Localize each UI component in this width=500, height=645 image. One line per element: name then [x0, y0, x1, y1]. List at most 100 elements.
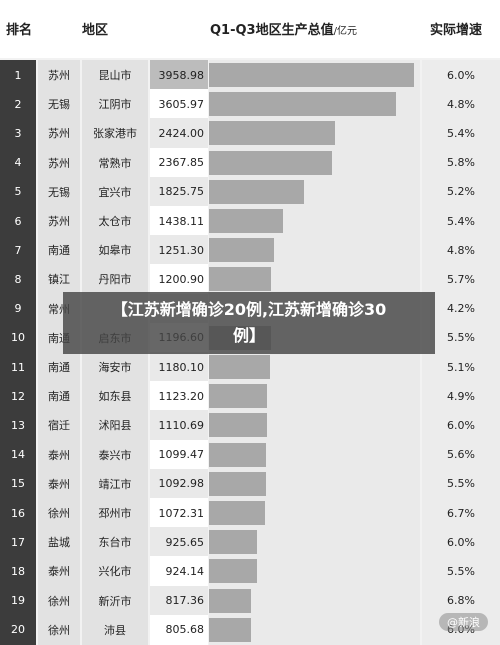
value-bar: [209, 471, 266, 496]
table-row: 13 宿迁 沭阳县 1110.69 6.0%: [0, 410, 500, 441]
value-label: 3958.98: [150, 60, 208, 90]
rank-cell: 8: [0, 264, 36, 295]
value-label: 1123.20: [150, 381, 208, 412]
growth-cell: 4.8%: [422, 89, 500, 120]
value-label: 1180.10: [150, 352, 208, 382]
growth-cell: 6.7%: [422, 498, 500, 528]
city-cell: 如东县: [82, 381, 148, 412]
rank-cell: 12: [0, 381, 36, 412]
value-label: 3605.97: [150, 89, 208, 120]
value-label: 1200.90: [150, 264, 208, 295]
value-label: 1099.47: [150, 439, 208, 470]
value-label: 2367.85: [150, 147, 208, 178]
table-row: 6 苏州 太仓市 1438.11 5.4%: [0, 206, 500, 236]
value-header: Q1-Q3地区生产总值/亿元: [210, 19, 357, 38]
city-cell: 兴化市: [82, 556, 148, 587]
rank-cell: 13: [0, 410, 36, 441]
bar-track: [209, 468, 420, 499]
growth-cell: 6.0%: [422, 410, 500, 441]
value-label: 1110.69: [150, 410, 208, 441]
city-cell: 宜兴市: [82, 176, 148, 207]
city-cell: 靖江市: [82, 468, 148, 499]
rank-cell: 19: [0, 585, 36, 616]
region-cell: 苏州: [38, 147, 80, 178]
region-cell: 无锡: [38, 176, 80, 207]
rank-cell: 3: [0, 118, 36, 149]
value-bar: [209, 501, 265, 525]
growth-cell: 6.0%: [422, 527, 500, 558]
city-cell: 沭阳县: [82, 410, 148, 441]
news-headline-overlay: 【江苏新增确诊20例,江苏新增确诊30 例】: [63, 292, 435, 354]
region-cell: 徐州: [38, 498, 80, 528]
bar-track: [209, 498, 420, 528]
region-cell: 徐州: [38, 614, 80, 645]
growth-cell: 6.8%: [422, 585, 500, 616]
city-cell: 邳州市: [82, 498, 148, 528]
city-cell: 海安市: [82, 352, 148, 382]
table-row: 19 徐州 新沂市 817.36 6.8%: [0, 585, 500, 616]
bar-track: [209, 89, 420, 120]
city-cell: 泰兴市: [82, 439, 148, 470]
city-cell: 江阴市: [82, 89, 148, 120]
rank-cell: 2: [0, 89, 36, 120]
table-row: 2 无锡 江阴市 3605.97 4.8%: [0, 89, 500, 120]
value-bar: [209, 92, 396, 117]
overlay-line-1: 【江苏新增确诊20例,江苏新增确诊30: [111, 300, 387, 319]
city-cell: 常熟市: [82, 147, 148, 178]
rank-cell: 7: [0, 235, 36, 266]
region-cell: 泰州: [38, 468, 80, 499]
rank-cell: 1: [0, 60, 36, 90]
rank-cell: 16: [0, 498, 36, 528]
table-row: 8 镇江 丹阳市 1200.90 5.7%: [0, 264, 500, 295]
rank-cell: 20: [0, 614, 36, 645]
city-cell: 沛县: [82, 614, 148, 645]
city-cell: 张家港市: [82, 118, 148, 149]
bar-track: [209, 585, 420, 616]
rank-cell: 15: [0, 468, 36, 499]
growth-cell: 5.8%: [422, 147, 500, 178]
bar-track: [209, 147, 420, 178]
value-bar: [209, 355, 270, 379]
value-label: 924.14: [150, 556, 208, 587]
city-cell: 太仓市: [82, 206, 148, 236]
value-bar: [209, 384, 267, 409]
value-bar: [209, 121, 335, 146]
region-cell: 南通: [38, 352, 80, 382]
city-cell: 如皋市: [82, 235, 148, 266]
region-cell: 无锡: [38, 89, 80, 120]
region-cell: 苏州: [38, 118, 80, 149]
region-cell: 镇江: [38, 264, 80, 295]
value-bar: [209, 267, 271, 292]
value-header-unit: /亿元: [333, 26, 357, 37]
bar-track: [209, 352, 420, 382]
region-cell: 徐州: [38, 585, 80, 616]
growth-cell: 4.2%: [422, 293, 500, 324]
overlay-line-2: 例】: [232, 326, 265, 345]
rank-cell: 11: [0, 352, 36, 382]
region-cell: 盐城: [38, 527, 80, 558]
value-bar: [209, 588, 251, 613]
region-cell: 南通: [38, 381, 80, 412]
table-row: 17 盐城 东台市 925.65 6.0%: [0, 527, 500, 558]
table-row: 3 苏州 张家港市 2424.00 5.4%: [0, 118, 500, 149]
value-label: 1825.75: [150, 176, 208, 207]
bar-track: [209, 527, 420, 558]
table-row: 1 苏州 昆山市 3958.98 6.0%: [0, 60, 500, 90]
table-row: 15 泰州 靖江市 1092.98 5.5%: [0, 468, 500, 499]
rank-cell: 4: [0, 147, 36, 178]
value-bar: [209, 63, 414, 87]
region-header: 地区: [82, 23, 109, 38]
table-header: 排名 地区 Q1-Q3地区生产总值/亿元 实际增速: [0, 0, 500, 58]
value-bar: [209, 617, 251, 642]
bar-track: [209, 264, 420, 295]
rank-cell: 5: [0, 176, 36, 207]
value-label: 1251.30: [150, 235, 208, 266]
source-watermark: @新浪: [439, 613, 488, 631]
growth-cell: 5.6%: [422, 439, 500, 470]
table-row: 14 泰州 泰兴市 1099.47 5.6%: [0, 439, 500, 470]
bar-track: [209, 235, 420, 266]
table-row: 18 泰州 兴化市 924.14 5.5%: [0, 556, 500, 587]
region-cell: 宿迁: [38, 410, 80, 441]
growth-cell: 4.8%: [422, 235, 500, 266]
